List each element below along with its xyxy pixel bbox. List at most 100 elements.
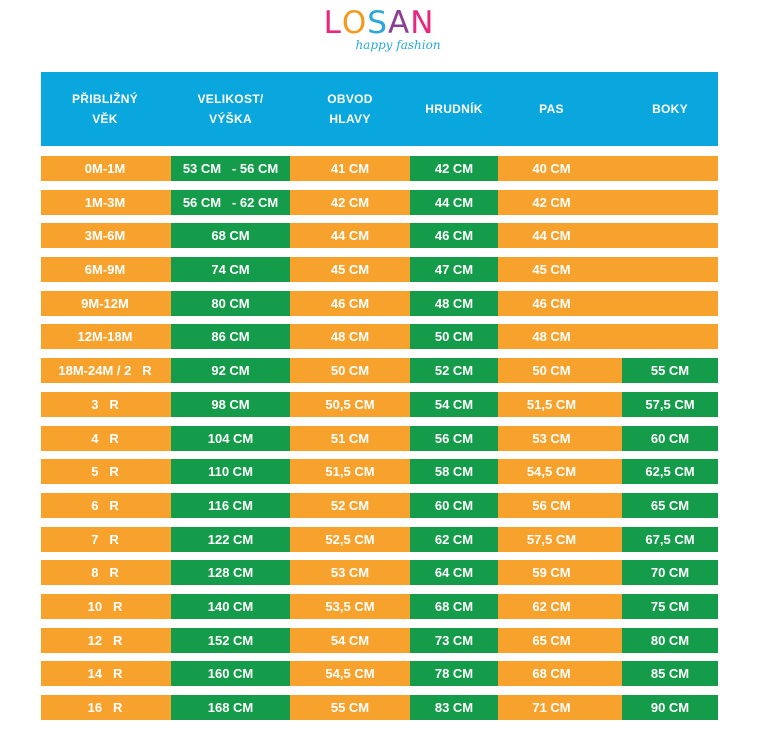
header-hips: BOKY — [652, 102, 688, 116]
cell-waist: 68 CM — [532, 666, 571, 682]
cell-age: 6 R — [91, 497, 119, 513]
cell-size-height: 122 CM — [171, 526, 290, 552]
cell-head-circumference: 50,5 CM — [325, 396, 375, 412]
table-row: 7 R 122 CM 52,5 CM 62 CM 57,5 CM 67,5 CM — [41, 526, 718, 552]
cell-hips: 75 CM — [622, 593, 718, 619]
logo-letter: O — [341, 5, 368, 41]
cell-hips — [622, 257, 718, 282]
cell-chest: 42 CM — [410, 156, 498, 181]
cell-size-height: 104 CM — [171, 425, 290, 451]
table-row: 8 R 128 CM 53 CM 64 CM 59 CM 70 CM — [41, 560, 718, 586]
cell-waist: 71 CM — [532, 700, 571, 715]
cell-chest: 78 CM — [410, 661, 498, 687]
cell-head-circumference: 46 CM — [330, 295, 370, 311]
cell-size-height: 160 CM — [171, 661, 290, 687]
cell-waist: 42 CM — [532, 194, 571, 210]
cell-hips — [622, 291, 718, 316]
cell-age: 1M-3M — [84, 194, 126, 210]
table-row: 16 R 168 CM 55 CM 83 CM 71 CM 90 CM — [41, 695, 718, 720]
cell-waist: 48 CM — [532, 329, 571, 345]
cell-hips: 80 CM — [622, 627, 718, 653]
cell-waist: 45 CM — [532, 262, 571, 278]
cell-head-circumference: 41 CM — [330, 161, 370, 176]
table-row: 18M-24M / 2 R 92 CM 50 CM 52 CM 50 CM 55 CM — [41, 358, 718, 384]
cell-waist: 44 CM — [532, 228, 571, 244]
cell-age: 3M-6M — [84, 228, 126, 244]
cell-chest: 48 CM — [410, 290, 498, 316]
cell-waist: 40 CM — [532, 161, 571, 176]
table-row: 4 R 104 CM 51 CM 56 CM 53 CM 60 CM — [41, 425, 718, 451]
table-row: 3 R 98 CM 50,5 CM 54 CM 51,5 CM 57,5 CM — [41, 391, 718, 417]
cell-age: 0M-1M — [84, 161, 126, 176]
cell-waist: 57,5 CM — [526, 531, 577, 547]
cell-age: 3 R — [91, 396, 119, 412]
cell-chest: 47 CM — [410, 257, 498, 283]
cell-waist: 59 CM — [532, 565, 571, 581]
brand-logo: LOSAN happy fashion — [0, 6, 758, 52]
cell-size-height: 168 CM — [171, 695, 290, 720]
cell-chest: 58 CM — [410, 459, 498, 485]
logo-letter: A — [387, 5, 411, 41]
cell-hips: 70 CM — [622, 560, 718, 586]
table-row: 3M-6M 68 CM 44 CM 46 CM 44 CM — [41, 223, 718, 249]
table-row: 10 R 140 CM 53,5 CM 68 CM 62 CM 75 CM — [41, 593, 718, 619]
cell-size-height: 53 CM - 56 CM — [171, 156, 290, 181]
table-row: 5 R 110 CM 51,5 CM 58 CM 54,5 CM 62,5 CM — [41, 459, 718, 485]
cell-waist: 51,5 CM — [526, 396, 577, 412]
logo-letter: N — [410, 5, 435, 41]
cell-age: 12M-18M — [77, 329, 133, 345]
cell-hips — [622, 156, 718, 181]
cell-chest: 62 CM — [410, 526, 498, 552]
cell-chest: 56 CM — [410, 425, 498, 451]
cell-size-height: 68 CM — [171, 223, 290, 249]
cell-head-circumference: 52,5 CM — [325, 531, 375, 547]
cell-age: 14 R — [87, 666, 123, 682]
cell-size-height: 86 CM — [171, 324, 290, 350]
cell-chest: 52 CM — [410, 358, 498, 384]
cell-size-height: 92 CM — [171, 358, 290, 384]
cell-head-circumference: 45 CM — [330, 262, 370, 278]
table-row: 1M-3M 56 CM - 62 CM 42 CM 44 CM 42 CM — [41, 189, 718, 215]
cell-hips: 65 CM — [622, 492, 718, 518]
cell-waist: 56 CM — [532, 497, 571, 513]
cell-size-height: 128 CM — [171, 560, 290, 586]
cell-hips — [622, 324, 718, 349]
cell-head-circumference: 54 CM — [330, 632, 370, 648]
cell-hips: 67,5 CM — [622, 526, 718, 552]
cell-head-circumference: 55 CM — [330, 700, 370, 715]
cell-waist: 62 CM — [532, 598, 571, 614]
cell-waist: 50 CM — [532, 363, 571, 379]
size-table-body: 0M-1M 53 CM - 56 CM 41 CM 42 CM 40 CM 1M-3M 56… — [41, 156, 718, 729]
cell-chest: 46 CM — [410, 223, 498, 249]
cell-size-height: 116 CM — [171, 492, 290, 518]
cell-age: 10 R — [87, 598, 123, 614]
cell-age: 9M-12M — [81, 295, 129, 311]
cell-waist: 53 CM — [532, 430, 571, 446]
logo-letter: L — [323, 5, 342, 41]
header-waist: PAS — [539, 102, 564, 116]
cell-hips: 85 CM — [622, 661, 718, 687]
table-row: 12M-18M 86 CM 48 CM 50 CM 48 CM — [41, 324, 718, 350]
cell-size-height: 56 CM - 62 CM — [171, 189, 290, 215]
cell-age: 4 R — [91, 430, 119, 446]
table-row: 6 R 116 CM 52 CM 60 CM 56 CM 65 CM — [41, 492, 718, 518]
cell-age: 16 R — [87, 700, 123, 715]
header-head-circumference: OBVOD HLAVY — [327, 92, 373, 126]
cell-chest: 50 CM — [410, 324, 498, 350]
cell-head-circumference: 48 CM — [330, 329, 370, 345]
cell-chest: 54 CM — [410, 391, 498, 417]
cell-size-height: 140 CM — [171, 593, 290, 619]
cell-chest: 64 CM — [410, 560, 498, 586]
cell-head-circumference: 44 CM — [330, 228, 370, 244]
table-row: 6M-9M 74 CM 45 CM 47 CM 45 CM — [41, 257, 718, 283]
logo-tagline: happy fashion — [355, 38, 441, 52]
cell-head-circumference: 52 CM — [330, 497, 370, 513]
cell-size-height: 98 CM — [171, 391, 290, 417]
cell-chest: 44 CM — [410, 189, 498, 215]
cell-waist: 54,5 CM — [526, 464, 577, 480]
cell-waist: 46 CM — [532, 295, 571, 311]
cell-head-circumference: 42 CM — [330, 194, 370, 210]
cell-head-circumference: 53,5 CM — [325, 598, 375, 614]
cell-age: 5 R — [91, 464, 119, 480]
cell-size-height: 110 CM — [171, 459, 290, 485]
